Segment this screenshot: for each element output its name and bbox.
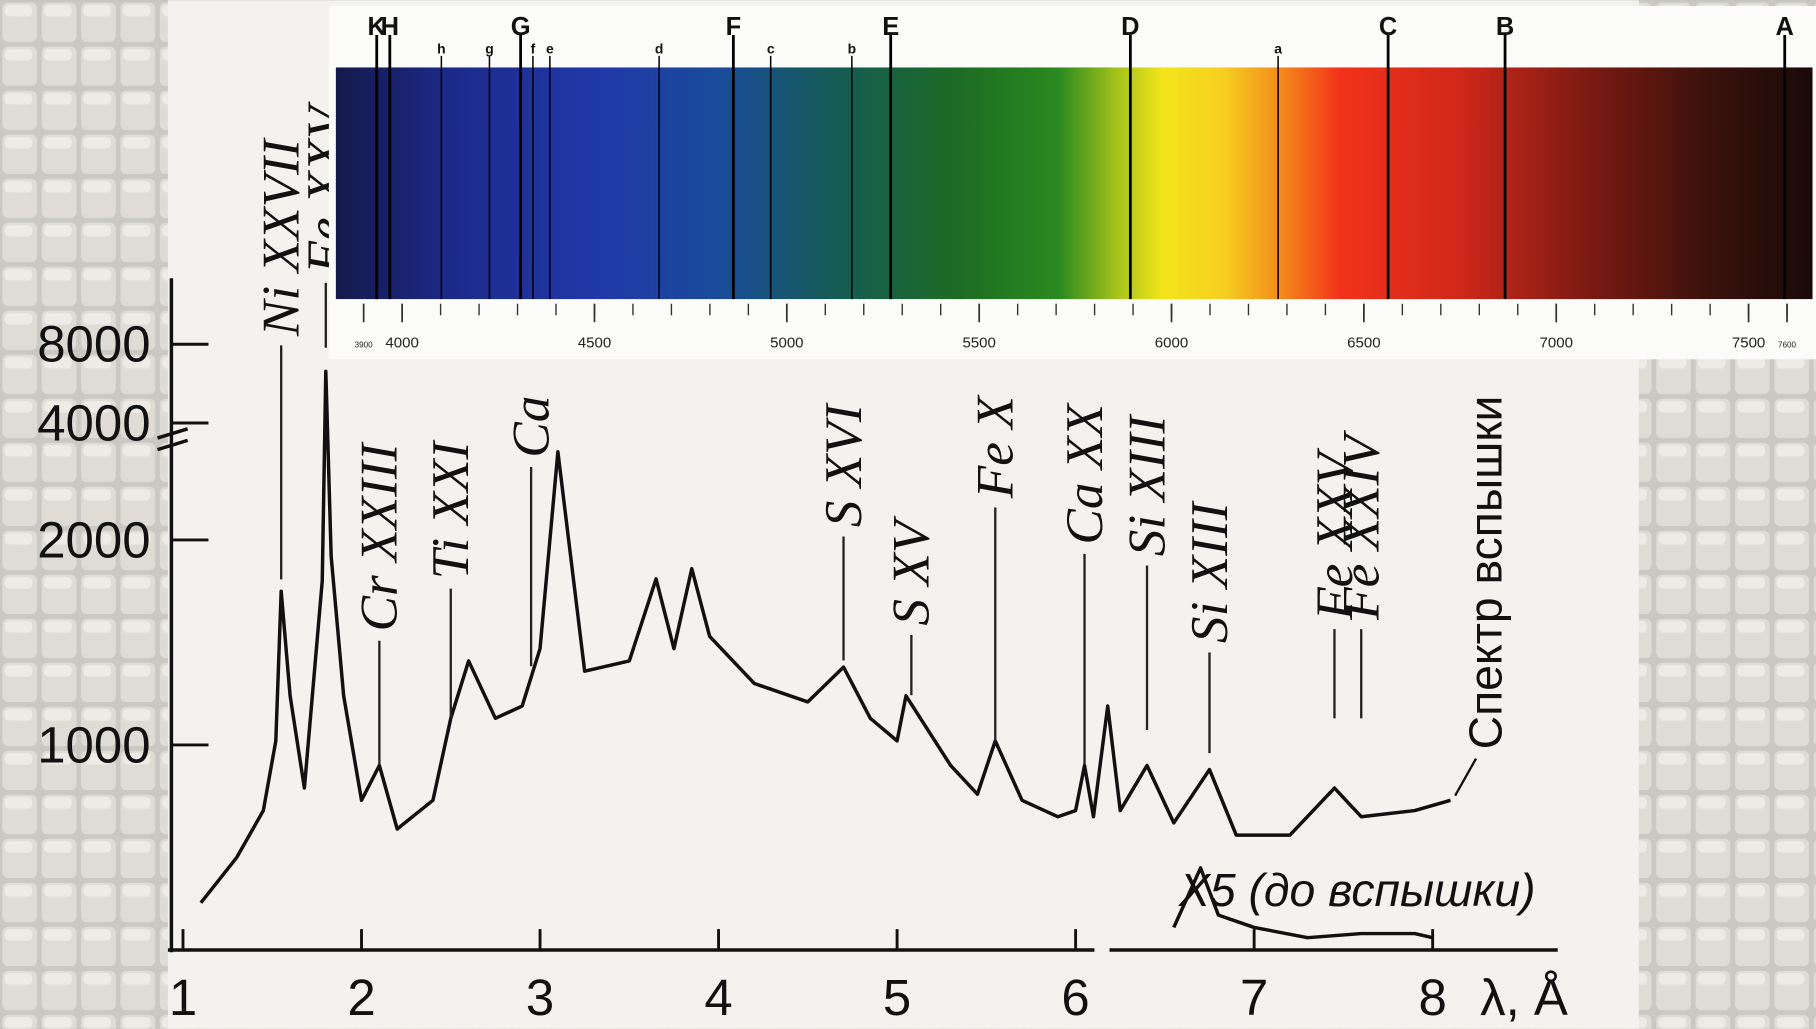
line-label: G xyxy=(511,13,531,41)
fraunhofer-spectrum: 3900 4000 4500 5000 5500 6000 6500 7000 7500 7600… xyxy=(328,6,1816,360)
annotation: Si XIII xyxy=(1117,413,1176,556)
line-label: c xyxy=(767,41,775,57)
leader xyxy=(1454,758,1477,797)
annotation: S XVI xyxy=(814,402,873,527)
y-tick-label: 2000 xyxy=(37,511,150,568)
x-tick-label: 6500 xyxy=(1347,335,1380,352)
x-tick-label: 5 xyxy=(883,969,911,1026)
annotation: Fe XXIV xyxy=(1332,430,1391,621)
annotation: Ca XX xyxy=(1055,402,1114,545)
x-tick-label: 5500 xyxy=(962,335,995,352)
y-tick-label: 1000 xyxy=(37,716,150,773)
xray-plot: 1 2 3 4 5 6 7 8 1000 2000 4000 8000 λ, Å Спектр вспыш… xyxy=(37,101,1568,1026)
line-label: g xyxy=(485,41,493,57)
axis-break xyxy=(156,427,189,452)
x-tick-label: 7600 xyxy=(1778,341,1797,350)
x-tick-label: 3900 xyxy=(355,341,374,350)
x-tick-label: 7 xyxy=(1240,969,1268,1026)
line-label: K xyxy=(368,13,387,41)
annotation: Ca xyxy=(501,396,560,458)
x-tick-label: 1 xyxy=(169,969,197,1026)
x-tick-label: 6000 xyxy=(1155,335,1188,352)
annotation: Fe XXV xyxy=(1305,447,1364,621)
spectrum-line xyxy=(1172,866,1434,940)
line-label: a xyxy=(1274,41,1282,57)
line-label: e xyxy=(546,41,554,57)
x-axis-label: λ, Å xyxy=(1480,969,1568,1026)
y-tick-label: 8000 xyxy=(37,316,150,373)
annotation: Fe X xyxy=(966,394,1025,499)
x-tick-label: 2 xyxy=(347,969,375,1026)
line-label: h xyxy=(437,41,445,57)
annotation: Ni XXVII xyxy=(252,137,311,337)
line-label: B xyxy=(1496,13,1514,41)
series-label: Спектр вспышки xyxy=(1459,396,1511,750)
annotation: Ti XXI xyxy=(421,439,480,579)
x-tick-label: 4500 xyxy=(578,335,611,352)
x-tick-label: 8 xyxy=(1418,969,1446,1026)
spectrum-band xyxy=(335,67,1813,300)
annotation: Si XIII xyxy=(1180,500,1239,643)
line-label: A xyxy=(1776,13,1794,41)
line-label: b xyxy=(848,41,856,57)
line-label: C xyxy=(1379,13,1397,41)
x-tick-label: 7500 xyxy=(1732,335,1765,352)
x-tick-label: 7000 xyxy=(1539,335,1572,352)
spectrum-line xyxy=(199,369,1451,904)
line-label: H xyxy=(381,13,399,41)
annotation: Cr XXIII xyxy=(350,441,409,631)
x-tick-label: 4 xyxy=(704,969,732,1026)
y-tick-label: 4000 xyxy=(37,394,150,451)
x-tick-label: 3 xyxy=(526,969,554,1026)
line-label: E xyxy=(882,13,899,41)
series-label: X5 (до вспышки) xyxy=(1178,864,1536,916)
annotation: S XV xyxy=(882,515,941,625)
line-label: f xyxy=(531,41,536,57)
line-label: F xyxy=(726,13,742,41)
x-tick-label: 5000 xyxy=(770,335,803,352)
x-tick-label: 6 xyxy=(1061,969,1089,1026)
x-tick-label: 4000 xyxy=(385,335,418,352)
line-label: D xyxy=(1121,13,1139,41)
line-label: d xyxy=(655,41,663,57)
